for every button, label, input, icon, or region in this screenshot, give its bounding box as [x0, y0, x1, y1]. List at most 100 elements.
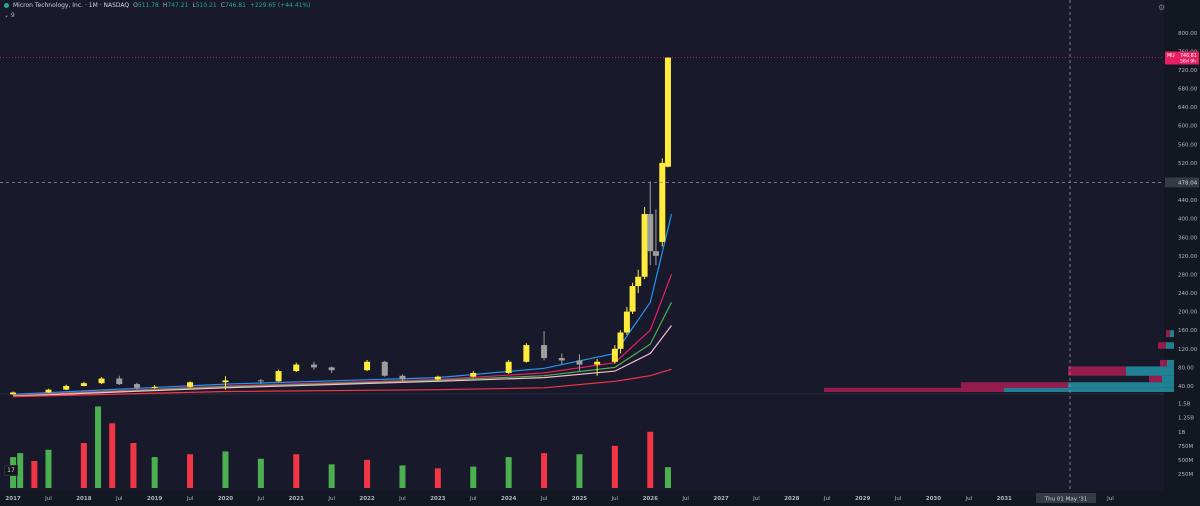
time-tick-label: Jul	[894, 496, 902, 502]
volume-bar	[399, 465, 406, 488]
volume-indicator-icon[interactable]: 17	[4, 465, 18, 476]
candle-body	[647, 214, 654, 252]
time-tick-label: 2019	[147, 496, 162, 502]
candle-body	[45, 389, 52, 393]
volume-bar	[109, 423, 116, 488]
candle-body	[558, 358, 565, 361]
volume-bar	[31, 461, 38, 488]
symbol-title[interactable]: Micron Technology, Inc. · 1M · NASDAQ	[13, 2, 130, 9]
time-tick-label: Jul	[186, 496, 194, 502]
candle-body	[576, 360, 583, 365]
volume-tick-label: 250M	[1178, 472, 1193, 478]
volume-bar	[95, 406, 102, 488]
candle-body	[652, 251, 659, 256]
time-tick-label: Jul	[44, 496, 52, 502]
candle-body	[187, 382, 194, 387]
volume-tick-label: 750M	[1178, 444, 1193, 450]
price-tick-label: 320.00	[1178, 254, 1198, 260]
time-tick-label: 2027	[713, 496, 728, 502]
candle-body	[541, 345, 548, 359]
candle-body	[635, 276, 642, 287]
candle-body	[133, 384, 140, 388]
time-tick-label: 2030	[926, 496, 941, 502]
time-tick-label: Jul	[540, 496, 548, 502]
candle-body	[594, 361, 601, 365]
volume-bar	[151, 457, 158, 488]
price-tag-symbol: MU	[1167, 53, 1175, 59]
ohlc-close: C746.81	[220, 2, 246, 9]
time-tick-label: 2018	[76, 496, 91, 502]
price-tick-label: 400.00	[1178, 217, 1198, 223]
volume-bar	[647, 431, 654, 488]
volume-profile-up	[1170, 330, 1174, 338]
moving-average-line	[13, 368, 672, 398]
time-tick-label: Jul	[257, 496, 265, 502]
crosshair	[0, 0, 1164, 491]
time-tick-label: 2028	[784, 496, 799, 502]
volume-profile-up	[1126, 366, 1174, 376]
time-axis: 2017 Jul 2018 Jul 2019 Jul 2020 Jul 2021 Jul 2022 J…	[5, 496, 1114, 502]
time-tick-label: Jul	[752, 496, 760, 502]
symbol-legend[interactable]: Micron Technology, Inc. · 1M · NASDAQ O5…	[4, 2, 310, 9]
candle-body	[623, 311, 630, 333]
price-change: +229.65 (+44.41%)	[249, 2, 311, 9]
price-tick-label: 560.00	[1178, 142, 1198, 148]
candle-body	[151, 386, 158, 388]
volume-profile-down	[1068, 366, 1126, 376]
candle-body	[98, 378, 105, 384]
collapse-chevron-icon[interactable]: ⌄ 9	[4, 12, 15, 19]
price-tick-label: 520.00	[1178, 161, 1198, 167]
volume-profile-up	[1166, 342, 1174, 349]
volume-bar	[293, 454, 300, 488]
candle-body	[399, 375, 406, 380]
price-candles	[10, 57, 671, 395]
price-tick-label: 200.00	[1178, 310, 1198, 316]
volume-bar	[505, 457, 512, 488]
last-price-tag	[1165, 51, 1199, 65]
price-tick-label: 240.00	[1178, 291, 1198, 297]
time-tick-label: 2017	[5, 496, 20, 502]
crosshair-time-tag	[1036, 493, 1096, 503]
candle-body	[611, 348, 618, 362]
candle-body	[641, 214, 648, 277]
candle-body	[617, 332, 624, 349]
price-tag-countdown: 58d 9h	[1180, 59, 1196, 65]
price-tick-label: 440.00	[1178, 198, 1198, 204]
volume-profile-down	[1158, 342, 1166, 349]
volume-bar	[541, 453, 548, 488]
time-tick-label: 2022	[359, 496, 374, 502]
candle-body	[629, 286, 636, 312]
candle-body	[664, 57, 671, 167]
time-axis-panel[interactable]	[0, 491, 1200, 506]
time-tick-label: Jul	[327, 496, 335, 502]
candle-body	[80, 383, 87, 386]
candle-body	[505, 361, 512, 373]
candle-body	[328, 367, 335, 371]
candle-body	[116, 378, 123, 385]
market-status-icon	[4, 3, 9, 8]
price-axis-panel[interactable]	[1164, 0, 1200, 506]
candle-body	[310, 364, 317, 368]
volume-bar	[576, 454, 583, 488]
volume-bar	[130, 443, 137, 488]
price-tag-value: 746.81	[1180, 53, 1197, 59]
candle-body	[364, 361, 371, 371]
volume-profile-up	[1162, 375, 1174, 383]
volume-tick-label: 1B	[1178, 430, 1185, 436]
volume-bar	[328, 464, 335, 488]
volume-profile-down	[1160, 359, 1167, 367]
volume-tick-label: 1.25B	[1178, 416, 1194, 422]
price-axis: 800.00760.00720.00680.00640.00600.00560.…	[1178, 31, 1198, 390]
time-tick-label: 2031	[997, 496, 1012, 502]
settings-icon[interactable]: ⚙	[1158, 3, 1166, 12]
candle-body	[293, 364, 300, 372]
price-tick-label: 80.00	[1178, 365, 1194, 371]
volume-axis: 1.5B 1.25B 1B 750M 500M 250M	[1178, 402, 1194, 478]
volume-tick-label: 1.5B	[1178, 402, 1191, 408]
time-tick-label: Jul	[1106, 496, 1114, 502]
volume-bar	[470, 466, 477, 488]
crosshair-price-label: 478.04	[1178, 180, 1198, 186]
volume-bar	[364, 459, 371, 488]
